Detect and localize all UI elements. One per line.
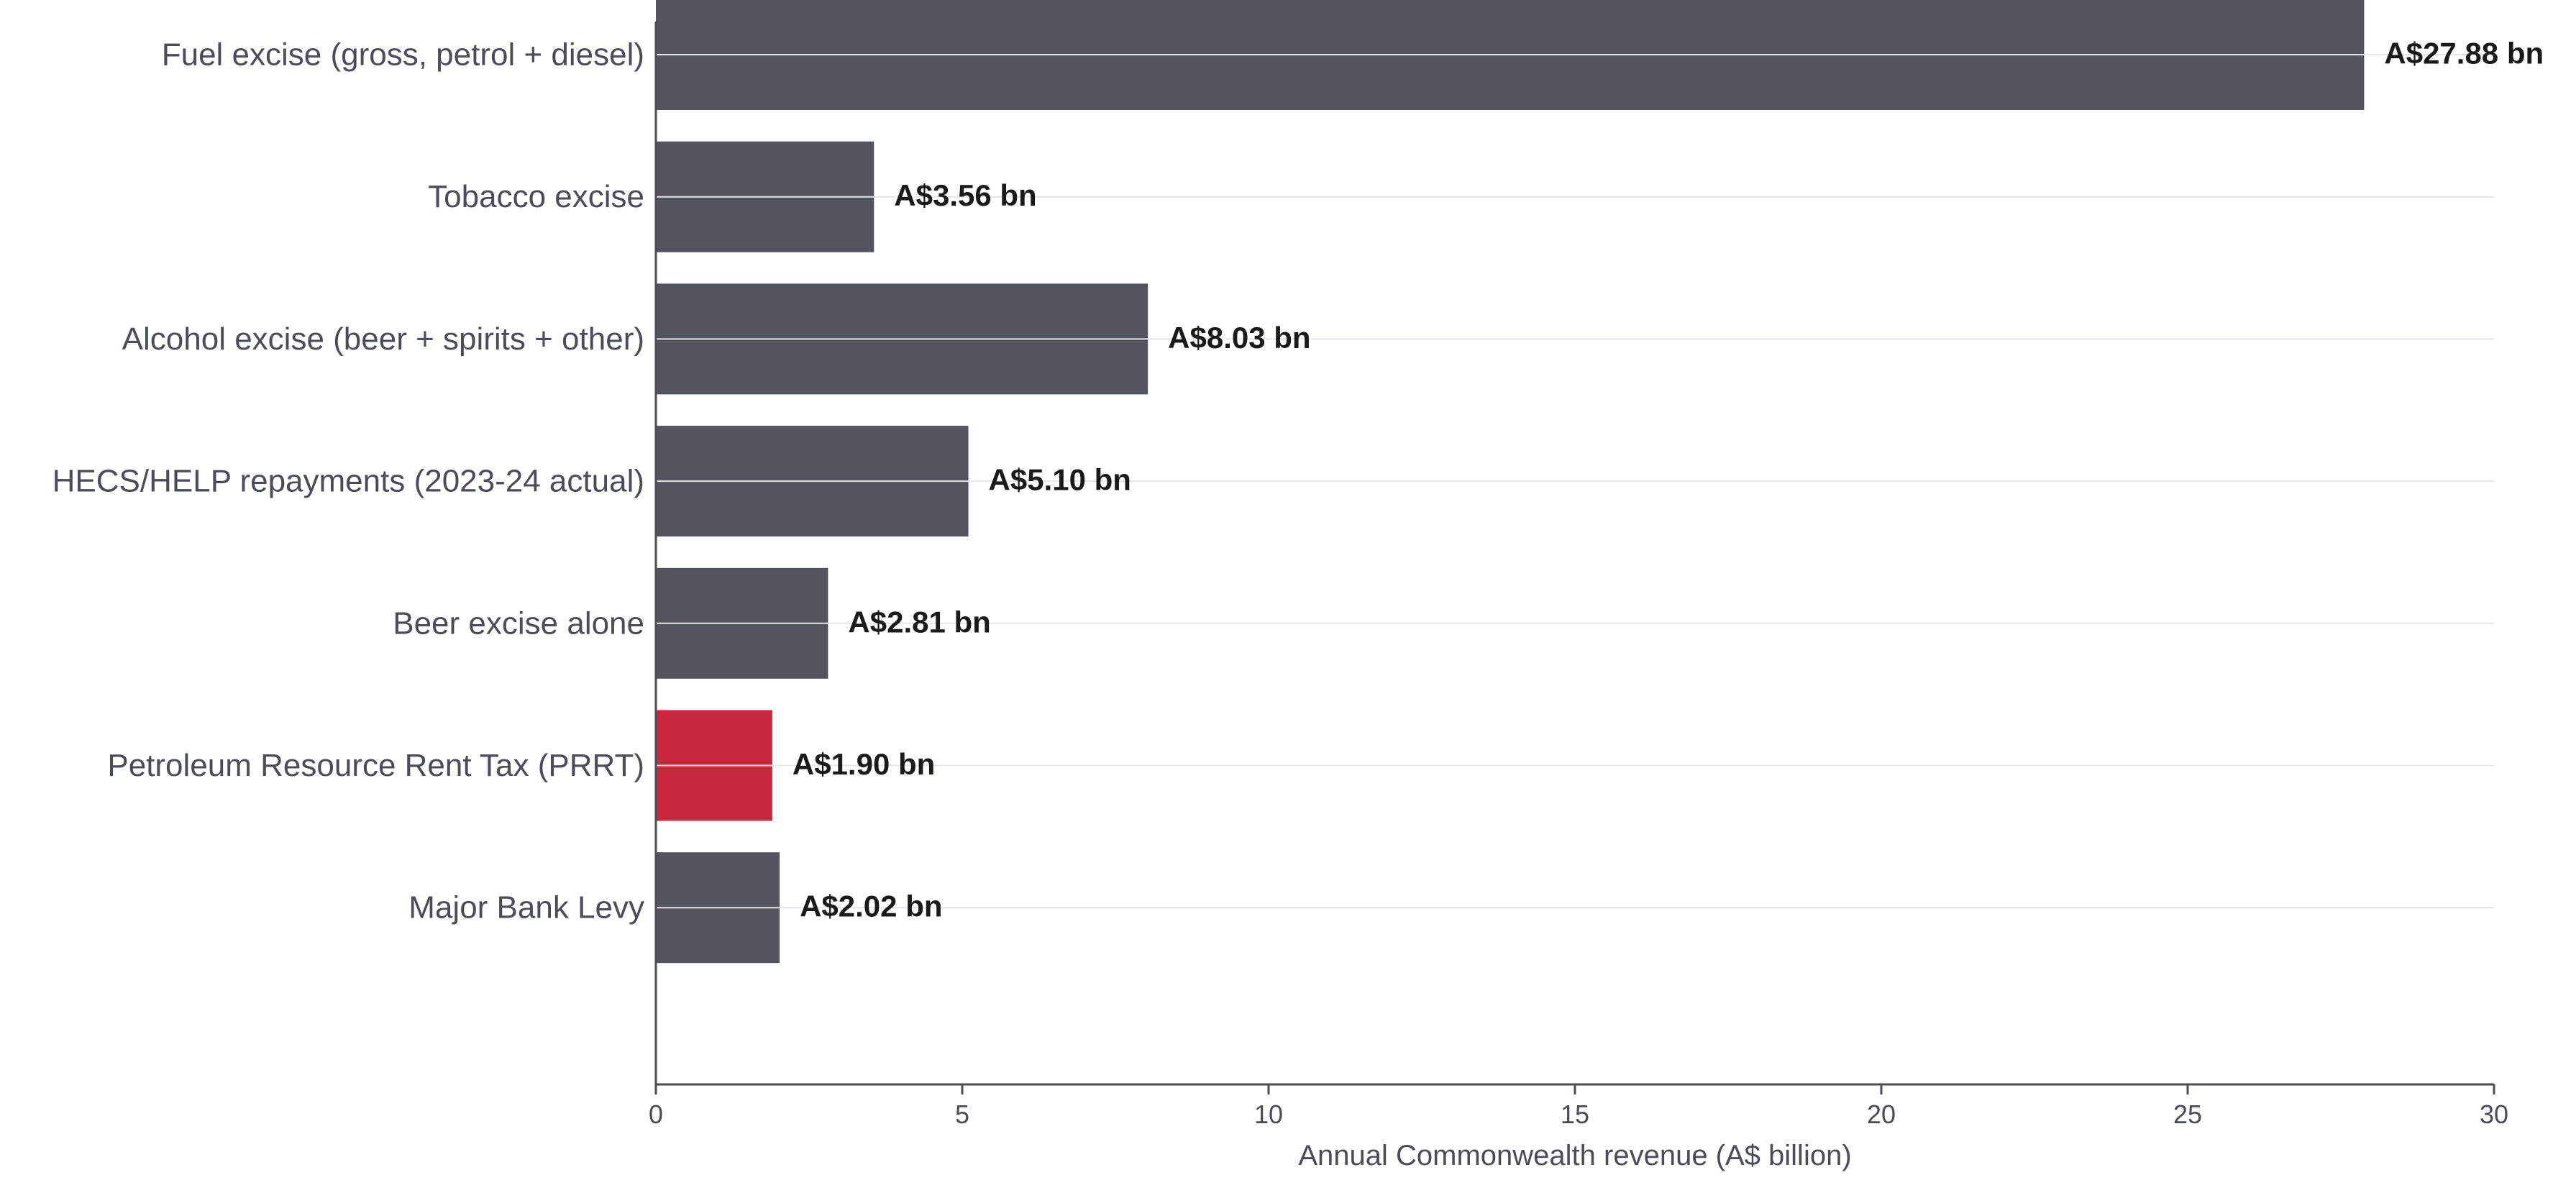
category-label: HECS/HELP repayments (2023-24 actual) [52, 464, 644, 499]
axes: 0 5 10 15 20 25 30 [649, 22, 2508, 1129]
x-tick-label: 5 [955, 1100, 969, 1129]
x-tick-label: 20 [1867, 1100, 1896, 1129]
x-tick-label: 0 [649, 1100, 663, 1129]
category-label: Beer excise alone [393, 605, 644, 641]
bars [656, 0, 2365, 964]
value-label: A$2.81 bn [848, 605, 990, 639]
value-label: A$3.56 bn [894, 178, 1036, 212]
value-label: A$2.02 bn [800, 890, 942, 923]
category-label: Petroleum Resource Rent Tax (PRRT) [107, 748, 644, 783]
value-label: A$1.90 bn [793, 747, 935, 781]
x-tick-label: 25 [2173, 1100, 2202, 1129]
value-label: A$8.03 bn [1168, 321, 1310, 355]
category-label: Major Bank Levy [408, 890, 644, 925]
x-tick-label: 30 [2480, 1100, 2508, 1129]
x-tick-label: 10 [1254, 1100, 1283, 1129]
value-label: A$27.88 bn [2384, 37, 2544, 70]
category-label: Fuel excise (gross, petrol + diesel) [162, 37, 644, 73]
category-label: Tobacco excise [428, 179, 644, 214]
category-label: Alcohol excise (beer + spirits + other) [122, 321, 644, 357]
value-label: A$5.10 bn [989, 463, 1131, 497]
x-tick-label: 15 [1561, 1100, 1589, 1129]
x-axis-title: Annual Commonwealth revenue (A$ billion) [1298, 1140, 1851, 1171]
labels: Fuel excise (gross, petrol + diesel) A$27… [52, 37, 2544, 925]
